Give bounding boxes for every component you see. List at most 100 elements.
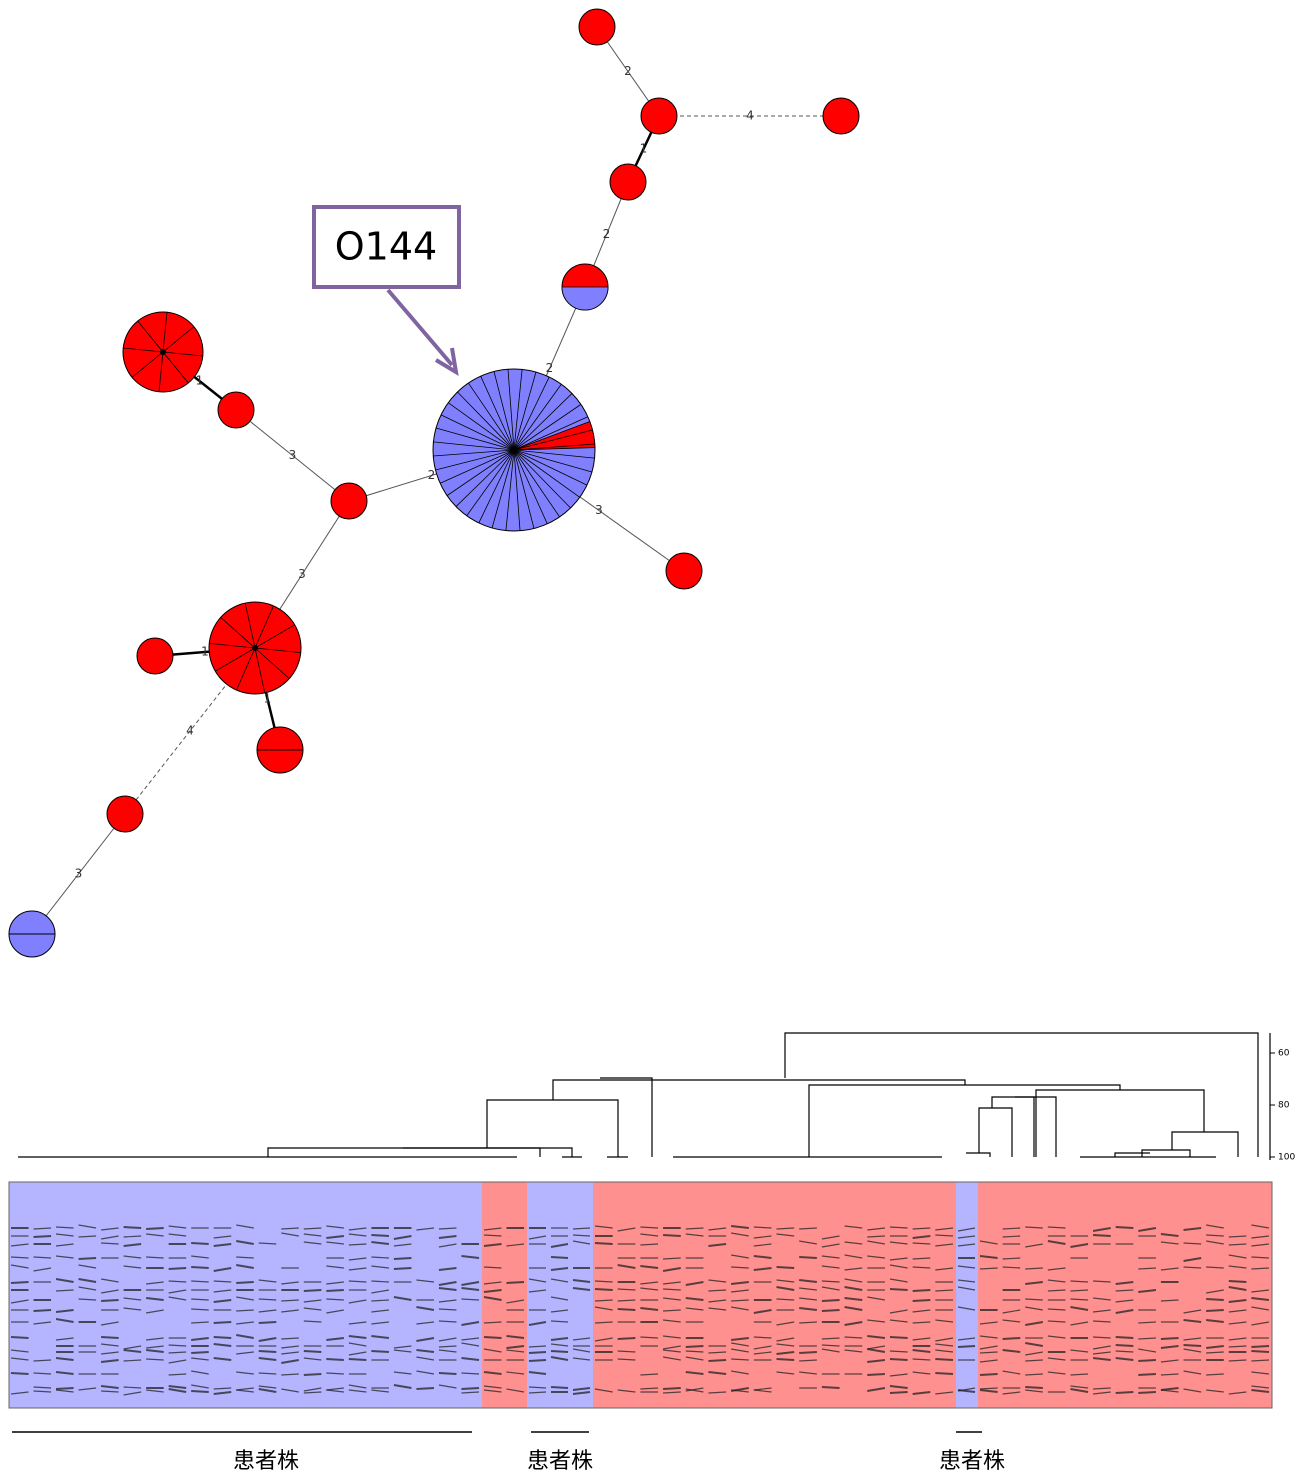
band bbox=[416, 1388, 434, 1389]
band bbox=[191, 1267, 209, 1268]
dendrogram bbox=[18, 1033, 1270, 1160]
lane-group bbox=[956, 1182, 978, 1408]
edge-label: 3 bbox=[289, 448, 297, 462]
hub bbox=[252, 645, 258, 651]
callout-label: O144 bbox=[335, 225, 437, 269]
node bbox=[218, 392, 254, 428]
band bbox=[1184, 1345, 1202, 1346]
band bbox=[913, 1300, 931, 1301]
callout-arrow bbox=[388, 290, 452, 365]
lane-group bbox=[527, 1182, 593, 1408]
band bbox=[461, 1388, 479, 1389]
band bbox=[1138, 1392, 1156, 1393]
band bbox=[11, 1373, 29, 1374]
edge-label: 1 bbox=[196, 374, 204, 388]
band bbox=[394, 1258, 412, 1259]
band bbox=[124, 1227, 142, 1228]
node bbox=[137, 638, 173, 674]
band bbox=[1161, 1338, 1179, 1339]
node bbox=[610, 164, 646, 200]
branch bbox=[1036, 1090, 1204, 1157]
band bbox=[618, 1309, 636, 1310]
band bbox=[822, 1300, 840, 1301]
group-label: 患者株 bbox=[527, 1449, 593, 1474]
branch bbox=[979, 1108, 1012, 1157]
band bbox=[799, 1352, 817, 1353]
edge-label: 4 bbox=[746, 109, 754, 123]
band bbox=[913, 1290, 931, 1291]
band bbox=[595, 1289, 613, 1290]
band bbox=[1116, 1392, 1134, 1393]
band bbox=[1229, 1281, 1247, 1282]
band bbox=[529, 1352, 546, 1353]
band bbox=[371, 1235, 389, 1236]
figure: 24122231331143 O144 6080100 患者株 患者株 患者株 bbox=[0, 0, 1306, 1479]
mst-nodes bbox=[9, 9, 859, 957]
node bbox=[823, 98, 859, 134]
branch bbox=[992, 1097, 1034, 1157]
band bbox=[618, 1338, 636, 1339]
band bbox=[259, 1351, 277, 1352]
scale-label: 60 bbox=[1278, 1049, 1290, 1059]
edge-label: 3 bbox=[595, 503, 603, 517]
node bbox=[641, 98, 677, 134]
band bbox=[304, 1351, 322, 1352]
band bbox=[326, 1359, 344, 1360]
band bbox=[484, 1337, 502, 1338]
pie-slice bbox=[562, 287, 608, 310]
gel-image bbox=[9, 1182, 1272, 1408]
band bbox=[146, 1228, 164, 1229]
band bbox=[34, 1236, 52, 1237]
band bbox=[822, 1310, 840, 1311]
branch bbox=[403, 1148, 540, 1157]
node bbox=[579, 9, 615, 45]
band bbox=[1116, 1227, 1134, 1228]
band bbox=[663, 1235, 681, 1236]
edge-label: 2 bbox=[546, 361, 554, 375]
band bbox=[799, 1257, 817, 1258]
band bbox=[551, 1257, 568, 1258]
edge-label: 2 bbox=[624, 64, 632, 78]
callout: O144 bbox=[314, 207, 459, 372]
branch bbox=[600, 1078, 652, 1157]
band bbox=[214, 1337, 232, 1338]
band bbox=[191, 1243, 209, 1244]
band bbox=[529, 1360, 546, 1361]
hub bbox=[160, 349, 166, 355]
band bbox=[1093, 1235, 1111, 1236]
band bbox=[551, 1387, 568, 1388]
band bbox=[34, 1310, 52, 1311]
band bbox=[11, 1337, 29, 1338]
band bbox=[890, 1359, 908, 1360]
band bbox=[394, 1268, 412, 1269]
scale: 6080100 bbox=[1270, 1049, 1295, 1163]
band bbox=[101, 1300, 119, 1301]
branch bbox=[966, 1153, 990, 1157]
band bbox=[236, 1282, 254, 1283]
edge-label: 2 bbox=[603, 227, 611, 241]
node bbox=[331, 483, 367, 519]
group-label: 患者株 bbox=[939, 1449, 1005, 1474]
band bbox=[1251, 1351, 1269, 1352]
band bbox=[507, 1282, 525, 1283]
edge-label: 3 bbox=[298, 567, 306, 581]
band bbox=[980, 1374, 998, 1375]
band bbox=[439, 1373, 457, 1374]
band bbox=[867, 1374, 885, 1375]
band bbox=[1251, 1346, 1269, 1347]
band bbox=[304, 1290, 322, 1291]
band bbox=[1116, 1345, 1134, 1346]
band bbox=[191, 1391, 209, 1392]
band bbox=[349, 1359, 367, 1360]
band bbox=[822, 1387, 840, 1388]
band bbox=[214, 1322, 232, 1323]
band bbox=[1138, 1360, 1156, 1361]
edge-label: 4 bbox=[186, 724, 194, 738]
band bbox=[371, 1351, 389, 1352]
hub bbox=[511, 447, 517, 453]
lane-group bbox=[978, 1182, 1272, 1408]
edge-label: 2 bbox=[428, 468, 436, 482]
band bbox=[551, 1351, 568, 1352]
group-label: 患者株 bbox=[233, 1449, 299, 1474]
scale-label: 100 bbox=[1278, 1153, 1295, 1163]
